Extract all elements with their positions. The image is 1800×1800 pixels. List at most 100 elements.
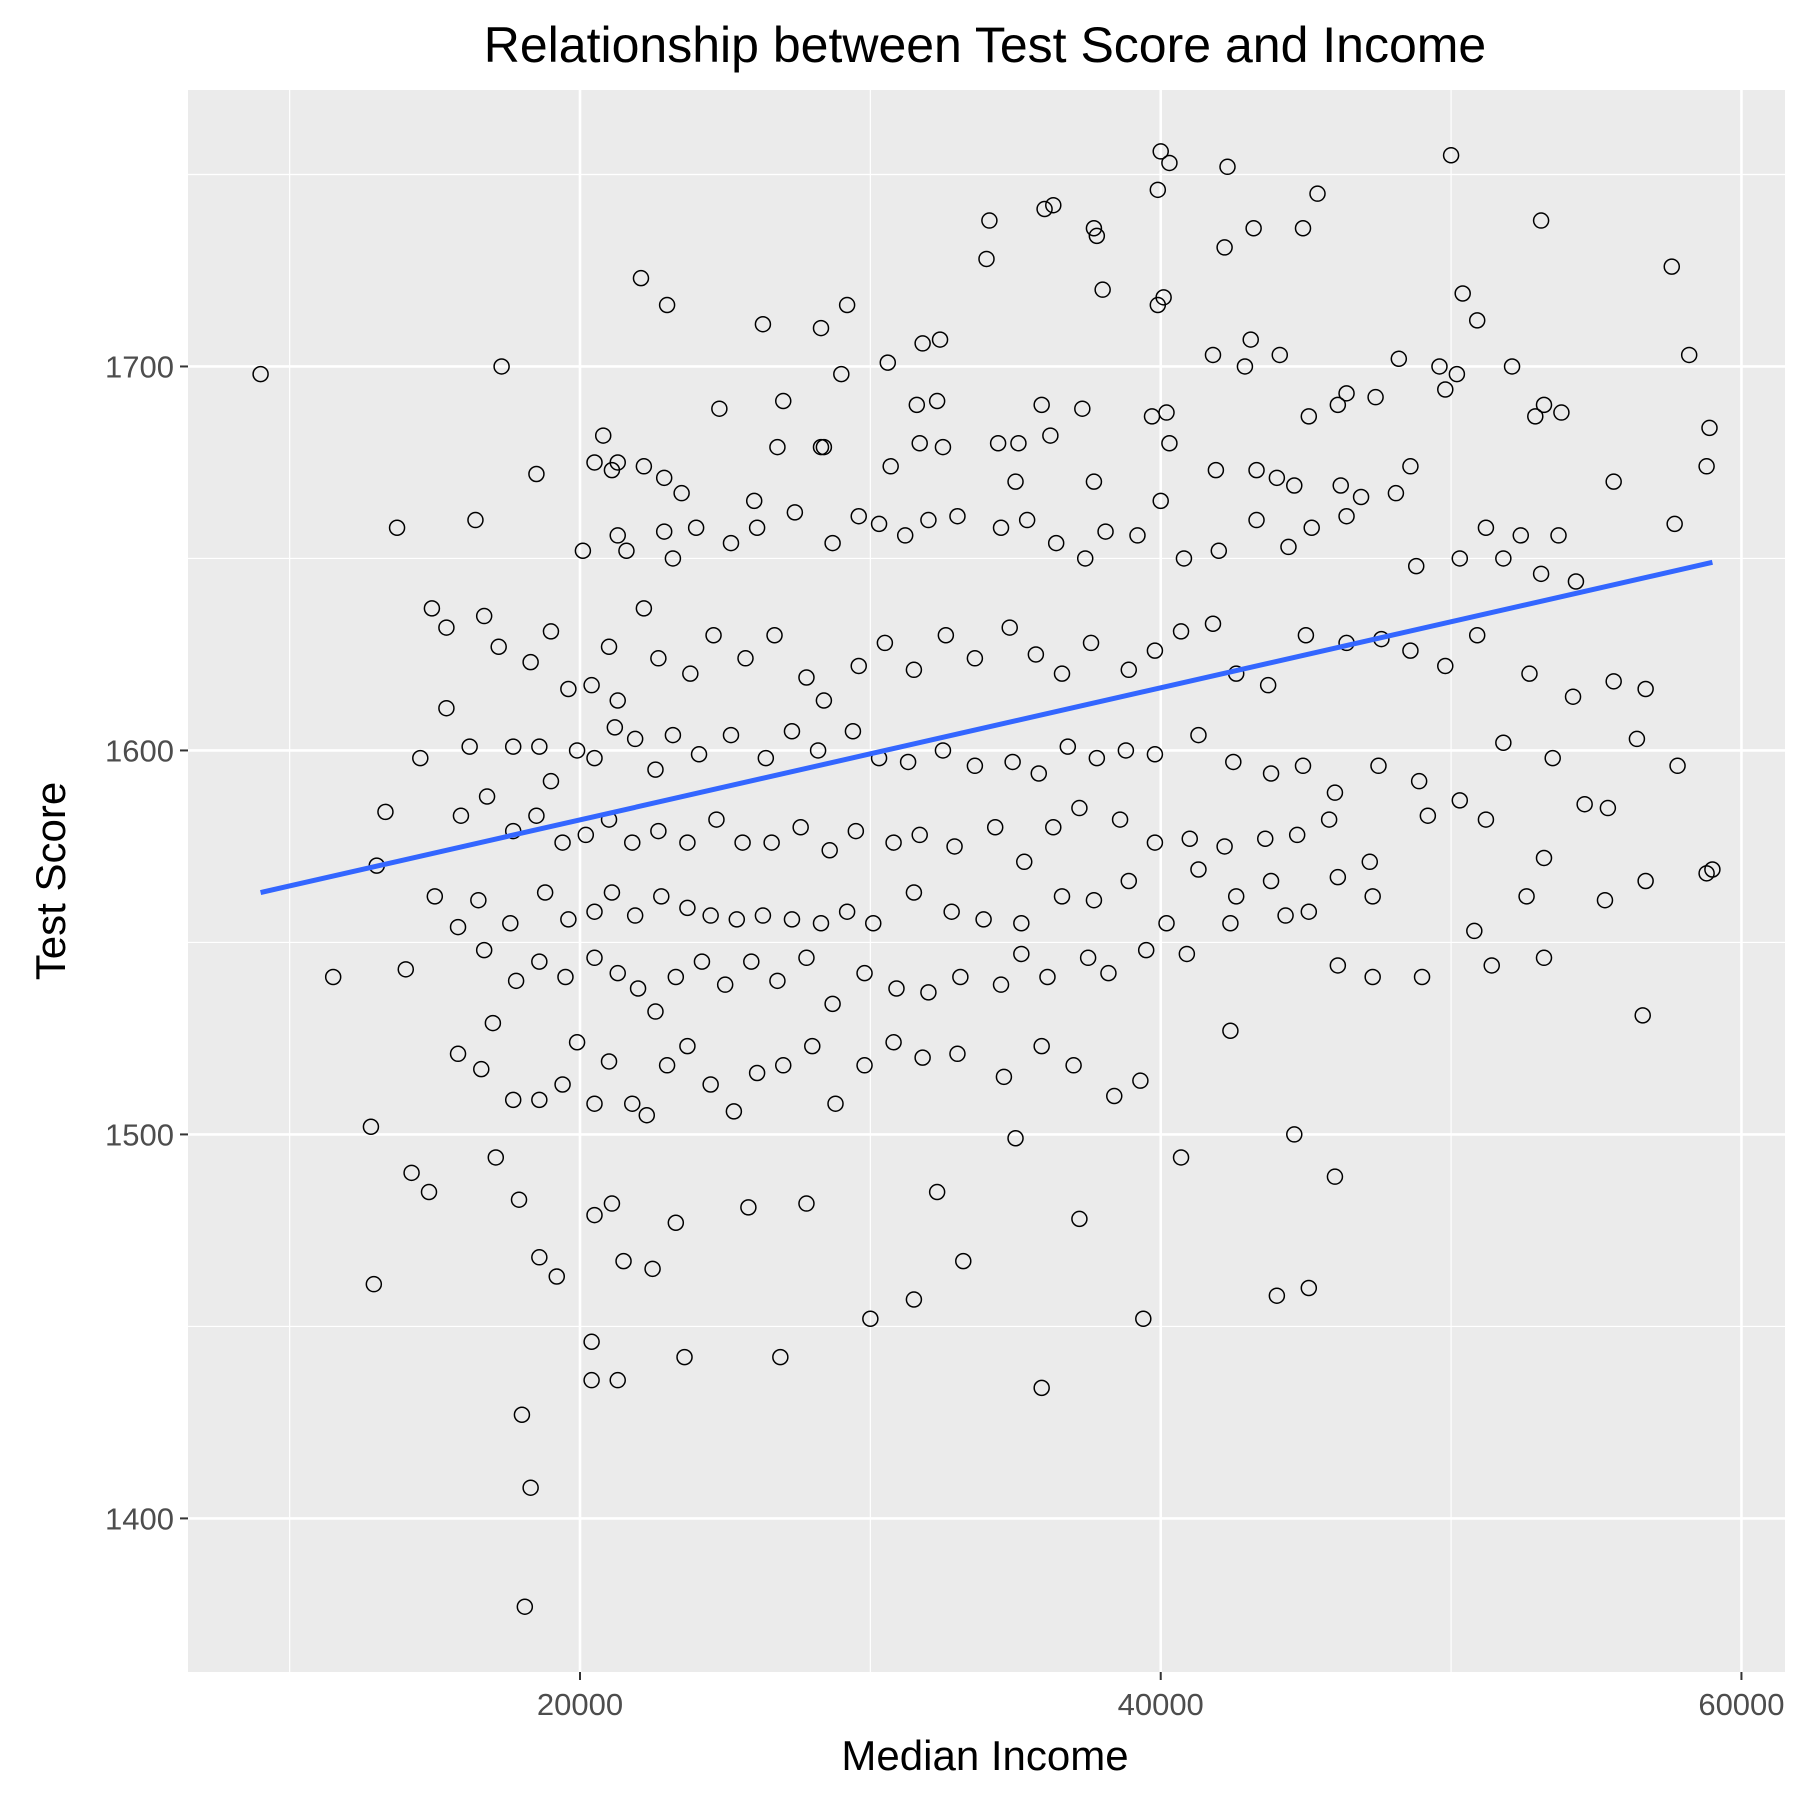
data-point (1161, 435, 1178, 452)
plot-panel (188, 90, 1785, 1672)
data-point (1210, 542, 1228, 560)
data-point (644, 1260, 661, 1278)
data-point (1448, 365, 1466, 383)
data-point (850, 657, 867, 675)
data-point (1326, 784, 1344, 801)
data-point (667, 968, 685, 986)
data-point (504, 1091, 522, 1109)
data-point (966, 650, 984, 667)
data-point (722, 534, 740, 552)
x-tick-label: 20000 (537, 1687, 623, 1722)
data-point (583, 1333, 600, 1351)
data-point (1094, 281, 1111, 298)
data-point (879, 354, 897, 371)
data-point (1204, 346, 1222, 364)
data-point (1216, 838, 1233, 855)
data-point (1033, 1037, 1050, 1055)
data-point (1576, 795, 1593, 813)
data-point (586, 903, 603, 920)
data-point (609, 527, 626, 544)
data-point (1338, 507, 1355, 525)
data-point (377, 803, 394, 821)
data-point (1637, 680, 1654, 698)
data-point (655, 523, 673, 540)
data-point (1364, 968, 1381, 986)
data-point (1007, 473, 1024, 490)
data-point (1120, 661, 1138, 679)
data-point (812, 438, 830, 456)
data-point (815, 692, 833, 709)
data-point (952, 968, 969, 986)
data-point (1329, 957, 1347, 974)
data-point (899, 753, 917, 771)
data-point (1076, 550, 1094, 567)
data-point (1297, 627, 1315, 644)
data-point (850, 507, 867, 525)
data-point (995, 1068, 1013, 1086)
data-point (1111, 811, 1129, 828)
data-point (1155, 289, 1172, 306)
data-point (1666, 515, 1683, 533)
data-point (1222, 914, 1239, 932)
data-point (647, 1003, 664, 1020)
data-point (1248, 461, 1265, 479)
data-point (635, 458, 653, 475)
data-point (1042, 427, 1059, 444)
data-point (1407, 557, 1425, 575)
data-point (586, 454, 603, 471)
data-point (1039, 968, 1056, 986)
y-tick-label: 1600 (105, 733, 174, 768)
data-point (1129, 527, 1146, 544)
data-point (798, 1195, 815, 1212)
data-point (629, 980, 647, 997)
data-point (1495, 550, 1512, 567)
data-point (388, 519, 406, 536)
data-point (1303, 519, 1320, 536)
data-point (682, 665, 699, 682)
data-point (586, 1095, 603, 1112)
data-point (905, 884, 923, 901)
data-point (1413, 968, 1431, 986)
data-point (1402, 642, 1419, 659)
regression-line-group (260, 559, 1713, 895)
data-point (478, 788, 496, 805)
data-point (1053, 888, 1071, 905)
data-point (1367, 388, 1384, 406)
data-point (934, 742, 952, 759)
data-point (1175, 550, 1193, 567)
data-point (992, 519, 1010, 536)
data-point (914, 335, 931, 352)
data-point (603, 1195, 621, 1212)
data-point (812, 319, 830, 337)
data-point (679, 834, 696, 851)
data-point (650, 822, 667, 840)
y-axis-ticks: 1400 1500 1600 1700 (105, 349, 188, 1536)
data-point (626, 907, 644, 924)
data-point (804, 1037, 821, 1055)
data-point (1085, 219, 1103, 237)
data-point (1082, 634, 1100, 652)
data-point (531, 1249, 548, 1266)
data-point (1137, 941, 1155, 959)
data-point (862, 1310, 879, 1327)
data-point (1085, 891, 1103, 909)
data-point (748, 1064, 766, 1082)
data-point (1152, 143, 1169, 160)
data-point (1149, 181, 1167, 199)
data-point (600, 1053, 618, 1070)
data-point (609, 1371, 626, 1389)
data-point (542, 623, 560, 640)
data-point (624, 1095, 641, 1112)
data-point (1259, 676, 1277, 694)
data-point (734, 834, 751, 851)
data-point (838, 296, 856, 314)
regression-line (260, 559, 1713, 895)
data-point (1181, 830, 1199, 848)
data-point (1013, 914, 1030, 932)
data-point (1544, 749, 1561, 767)
data-point (882, 458, 899, 475)
data-point (745, 492, 763, 510)
data-point (609, 454, 626, 471)
data-point (937, 627, 955, 644)
data-point (978, 250, 995, 268)
